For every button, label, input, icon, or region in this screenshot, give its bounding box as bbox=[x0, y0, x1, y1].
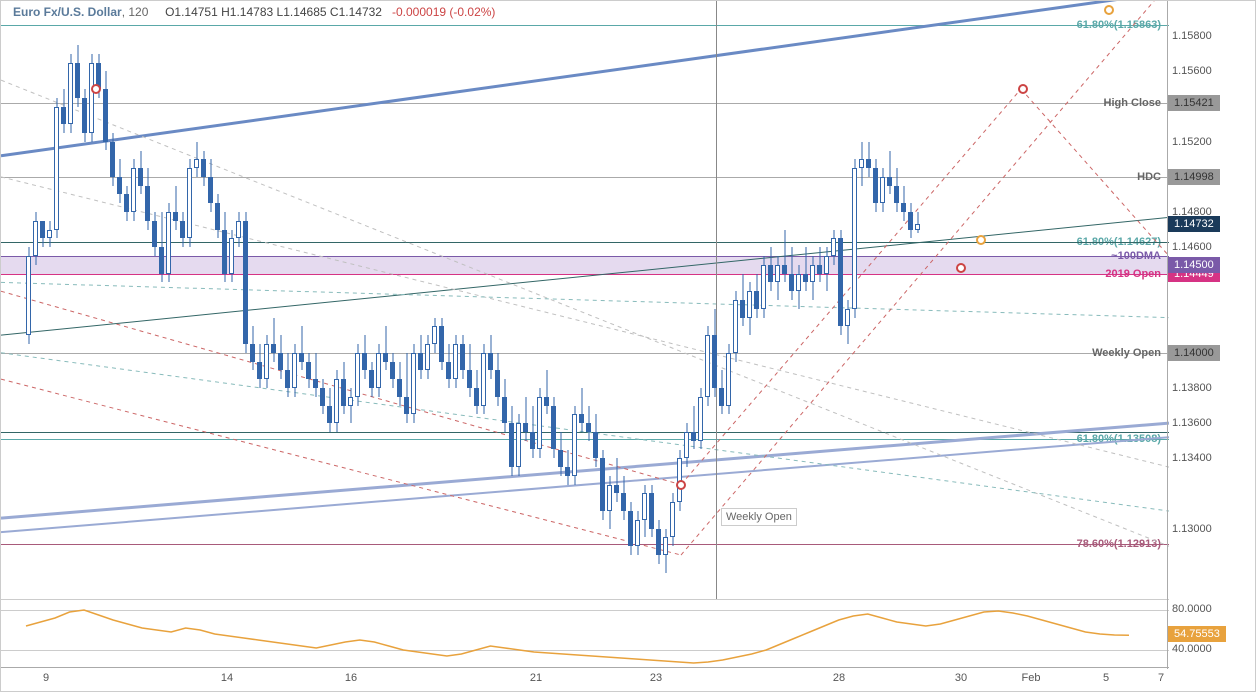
level-line bbox=[1, 432, 1169, 433]
pivot-marker bbox=[676, 480, 686, 490]
weekly-open-label: Weekly Open bbox=[721, 508, 797, 526]
pivot-marker bbox=[1104, 5, 1114, 15]
change: -0.000019 bbox=[392, 5, 446, 19]
chart-header: Euro Fx/U.S. Dollar, 120 O1.14751 H1.147… bbox=[13, 5, 495, 19]
price-tag: 1.14998 bbox=[1168, 169, 1220, 185]
y-tick: 1.15200 bbox=[1172, 136, 1212, 148]
indicator-tick: 80.0000 bbox=[1172, 603, 1212, 615]
x-tick: 23 bbox=[650, 672, 662, 684]
price-tag: 1.14500 bbox=[1168, 257, 1220, 273]
y-tick: 1.14600 bbox=[1172, 241, 1212, 253]
indicator-value-tag: 54.75553 bbox=[1168, 626, 1226, 642]
level-label: High Close bbox=[1100, 97, 1165, 109]
x-tick: 9 bbox=[43, 672, 49, 684]
pivot-marker bbox=[976, 235, 986, 245]
level-line bbox=[1, 353, 1169, 354]
price-tag: 1.15421 bbox=[1168, 95, 1220, 111]
level-line bbox=[1, 242, 1169, 243]
level-label: 78.60%(1.12913) bbox=[1073, 538, 1165, 550]
level-line bbox=[1, 274, 1169, 275]
y-tick: 1.15800 bbox=[1172, 30, 1212, 42]
indicator-chart-area[interactable] bbox=[1, 599, 1169, 669]
level-line bbox=[1, 256, 1169, 257]
level-label: Weekly Open bbox=[1088, 347, 1165, 359]
trend-lines bbox=[1, 1, 1169, 599]
ohlc: O1.14751 H1.14783 L1.14685 C1.14732 bbox=[165, 5, 385, 19]
x-tick: Feb bbox=[1022, 672, 1041, 684]
time-axis: 9 14 16 21 23 28 30 Feb 5 7 bbox=[1, 667, 1169, 691]
price-zone bbox=[1, 256, 1169, 274]
y-tick: 1.15600 bbox=[1172, 65, 1212, 77]
x-tick: 16 bbox=[345, 672, 357, 684]
y-tick: 1.13400 bbox=[1172, 452, 1212, 464]
pivot-marker bbox=[1018, 84, 1028, 94]
indicator-tick: 40.0000 bbox=[1172, 643, 1212, 655]
indicator-axis: 40.0000 80.0000 54.75553 bbox=[1167, 599, 1255, 669]
chart-container: Euro Fx/U.S. Dollar, 120 O1.14751 H1.147… bbox=[0, 0, 1256, 692]
level-line bbox=[1, 25, 1169, 26]
change-pct: (-0.02%) bbox=[449, 5, 495, 19]
x-tick: 28 bbox=[833, 672, 845, 684]
x-tick: 5 bbox=[1103, 672, 1109, 684]
level-line bbox=[1, 544, 1169, 545]
x-tick: 14 bbox=[221, 672, 233, 684]
pivot-marker bbox=[956, 263, 966, 273]
x-tick: 21 bbox=[530, 672, 542, 684]
level-line bbox=[1, 103, 1169, 104]
interval: 120 bbox=[128, 5, 148, 19]
indicator-line bbox=[1, 600, 1169, 669]
price-tag: 1.14000 bbox=[1168, 345, 1220, 361]
main-chart-area[interactable]: 61.80%(1.15863)High CloseHDC61.80%(1.146… bbox=[1, 1, 1169, 599]
symbol: Euro Fx/U.S. Dollar bbox=[13, 5, 122, 19]
level-line bbox=[1, 439, 1169, 440]
y-tick: 1.13600 bbox=[1172, 417, 1212, 429]
level-label: 61.80%(1.13508) bbox=[1073, 433, 1165, 445]
pivot-marker bbox=[91, 84, 101, 94]
level-label: HDC bbox=[1133, 171, 1165, 183]
level-label: ~100DMA bbox=[1107, 250, 1165, 262]
y-tick: 1.13000 bbox=[1172, 523, 1212, 535]
x-tick: 30 bbox=[955, 672, 967, 684]
price-tag: 1.14732 bbox=[1168, 216, 1220, 232]
level-line bbox=[1, 177, 1169, 178]
level-label: 2019 Open bbox=[1101, 268, 1165, 280]
x-tick: 7 bbox=[1158, 672, 1164, 684]
level-label: 61.80%(1.15863) bbox=[1073, 19, 1165, 31]
y-tick: 1.13800 bbox=[1172, 382, 1212, 394]
vertical-line bbox=[716, 1, 717, 599]
price-axis: 1.13000 1.13400 1.13600 1.13800 1.14000 1.146… bbox=[1167, 1, 1255, 599]
